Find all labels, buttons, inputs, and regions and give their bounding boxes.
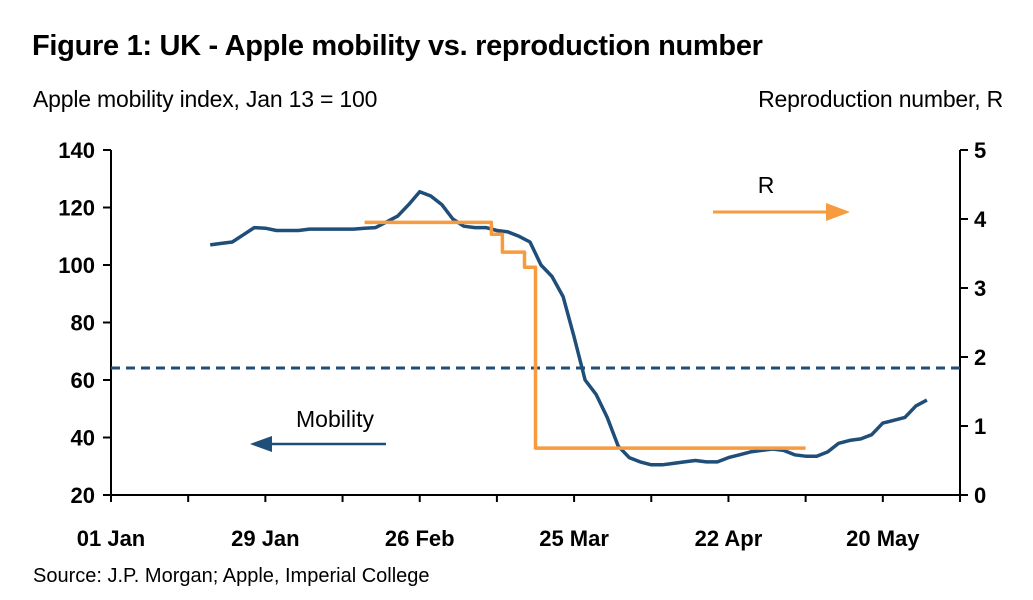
x-tick-label: 01 Jan [77,526,146,551]
left-y-tick-label: 60 [71,368,95,393]
x-tick-label: 26 Feb [385,526,455,551]
annotations: Mobility R [250,172,850,452]
left-y-tick-label: 100 [58,253,95,278]
axes: 20 40 60 80 100 120 140 0 1 2 3 4 5 01 Jan 29 Jan 26 Fe… [58,138,987,551]
right-axis-title: Reproduction number, R [758,86,1003,112]
x-tick-label: 20 May [846,526,920,551]
r-annotation-label: R [758,172,775,198]
right-y-tick-label: 3 [974,276,986,301]
series-lines [209,189,928,467]
left-axis-title: Apple mobility index, Jan 13 = 100 [33,86,378,112]
x-tick-label: 22 Apr [695,526,763,551]
left-y-tick-label: 120 [58,196,95,221]
x-tick-label: 29 Jan [231,526,300,551]
mobility-annotation-label: Mobility [296,406,374,432]
series-line-r [364,220,806,450]
left-y-tick-label: 140 [58,138,95,163]
right-y-tick-label: 2 [974,345,986,370]
right-y-tick-label: 4 [974,207,987,232]
x-tick-label: 25 Mar [539,526,609,551]
left-y-tick-label: 20 [71,483,95,508]
right-y-tick-label: 5 [974,138,986,163]
left-y-tick-label: 40 [71,426,95,451]
r-arrow-head [826,203,850,221]
right-y-tick-label: 1 [974,414,986,439]
right-y-tick-label: 0 [974,483,986,508]
source-note: Source: J.P. Morgan; Apple, Imperial Col… [33,565,430,587]
series-line-mobility [209,189,928,467]
mobility-arrow-head [250,436,272,452]
chart-title: Figure 1: UK - Apple mobility vs. reprod… [32,30,763,62]
left-y-tick-label: 80 [71,311,95,336]
